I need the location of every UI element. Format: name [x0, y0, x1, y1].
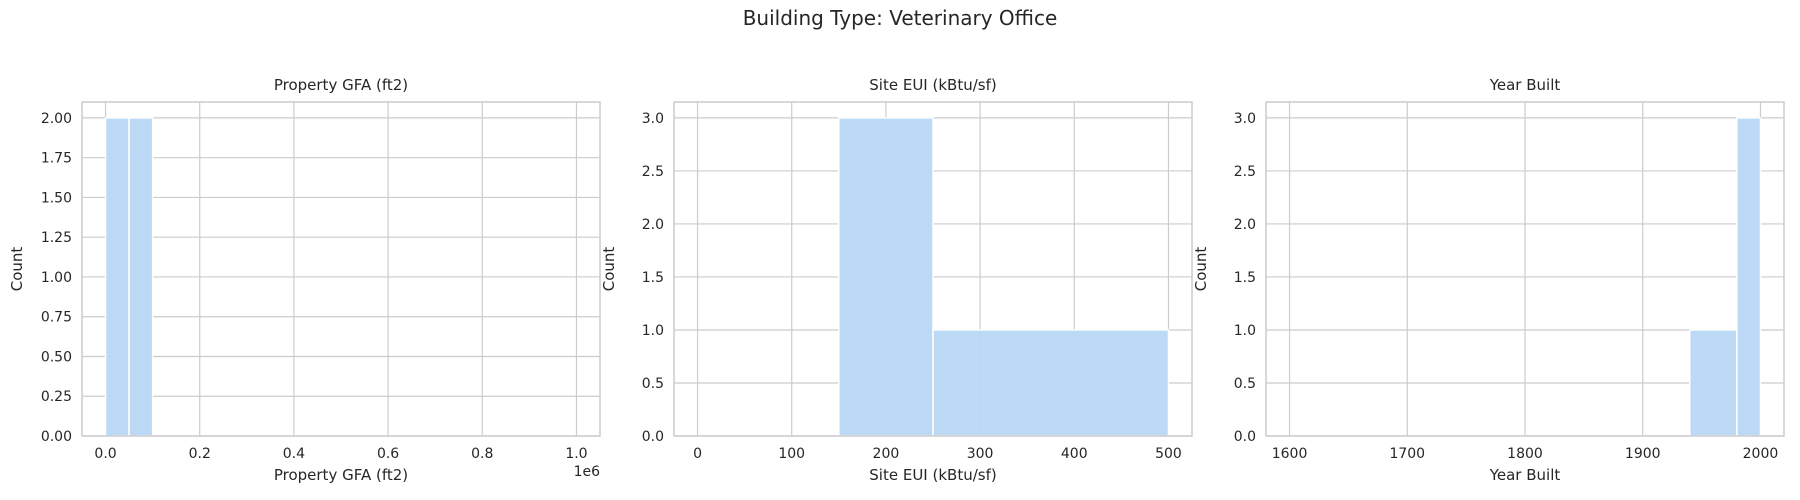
y-tick-label: 2.0	[1234, 217, 1256, 233]
x-tick-label: 2000	[1743, 446, 1779, 462]
x-tick-label: 1.0	[565, 446, 587, 462]
x-tick-label: 1600	[1272, 446, 1308, 462]
y-tick-label: 2.5	[642, 164, 664, 180]
histogram-bar	[1736, 117, 1762, 437]
y-tick-label: 1.5	[642, 270, 664, 286]
y-tick-label: 0.00	[41, 429, 72, 445]
x-tick-label: 0.2	[189, 446, 211, 462]
y-axis-label: Count	[1192, 247, 1210, 292]
y-tick-label: 1.0	[642, 323, 664, 339]
y-tick-label: 3.0	[642, 111, 664, 127]
histogram-bar	[838, 117, 934, 437]
y-tick-label: 0.0	[642, 429, 664, 445]
y-tick-label: 0.75	[41, 310, 72, 326]
y-tick-label: 2.00	[41, 111, 72, 127]
y-axis-label: Count	[600, 247, 618, 292]
axes-frame	[1265, 101, 1785, 437]
y-tick-label: 1.50	[41, 190, 72, 206]
axes-frame	[81, 101, 601, 437]
x-tick-label: 1700	[1389, 446, 1425, 462]
panel-title: Year Built	[1489, 76, 1561, 94]
y-tick-label: 1.5	[1234, 270, 1256, 286]
y-tick-label: 0.5	[642, 376, 664, 392]
y-tick-label: 0.0	[1234, 429, 1256, 445]
y-tick-label: 0.5	[1234, 376, 1256, 392]
histogram-bar	[932, 329, 1170, 437]
panel-title: Site EUI (kBtu/sf)	[869, 76, 996, 94]
x-tick-label: 300	[967, 446, 994, 462]
figure-title: Building Type: Veterinary Office	[742, 6, 1058, 30]
y-tick-label: 0.50	[41, 349, 72, 365]
x-tick-label: 400	[1061, 446, 1088, 462]
x-axis-label: Site EUI (kBtu/sf)	[869, 466, 996, 484]
axes-frame	[673, 101, 1193, 437]
y-tick-label: 1.25	[41, 230, 72, 246]
y-tick-label: 0.25	[41, 389, 72, 405]
y-tick-label: 1.0	[1234, 323, 1256, 339]
x-axis-label: Property GFA (ft2)	[274, 466, 408, 484]
histogram-bar	[104, 117, 130, 437]
y-tick-label: 2.5	[1234, 164, 1256, 180]
x-tick-label: 1800	[1507, 446, 1543, 462]
y-axis-label: Count	[8, 247, 26, 292]
x-tick-label: 0	[693, 446, 702, 462]
x-tick-label: 0.4	[283, 446, 305, 462]
chart-panel-3: 1600 1700 1800 1900 2000 0.0 0.5 1.0 1.5 2.0 2.5 3.…	[1192, 76, 1785, 484]
x-tick-label: 0.0	[94, 446, 116, 462]
x-tick-label: 500	[1155, 446, 1182, 462]
chart-panel-1: 0.0 0.2 0.4 0.6 0.8 1.0 0.00 0.25 0.50 0.75 1.00 1.…	[8, 76, 601, 484]
histogram-bar	[1689, 329, 1738, 437]
y-tick-label: 2.0	[642, 217, 664, 233]
y-tick-label: 3.0	[1234, 111, 1256, 127]
chart-panel-2: 0 100 200 300 400 500 0.0 0.5 1.0 1.5 2.0 2.5 3.0 Sit…	[600, 76, 1193, 484]
x-tick-label: 0.6	[377, 446, 399, 462]
x-tick-label: 100	[778, 446, 805, 462]
x-tick-label: 200	[873, 446, 900, 462]
x-offset-label: 1e6	[574, 464, 601, 480]
x-axis-label: Year Built	[1489, 466, 1561, 484]
y-tick-label: 1.00	[41, 270, 72, 286]
panel-title: Property GFA (ft2)	[274, 76, 408, 94]
histogram-bar	[128, 117, 154, 437]
y-tick-label: 1.75	[41, 151, 72, 167]
x-tick-label: 0.8	[471, 446, 493, 462]
x-tick-label: 1900	[1625, 446, 1661, 462]
